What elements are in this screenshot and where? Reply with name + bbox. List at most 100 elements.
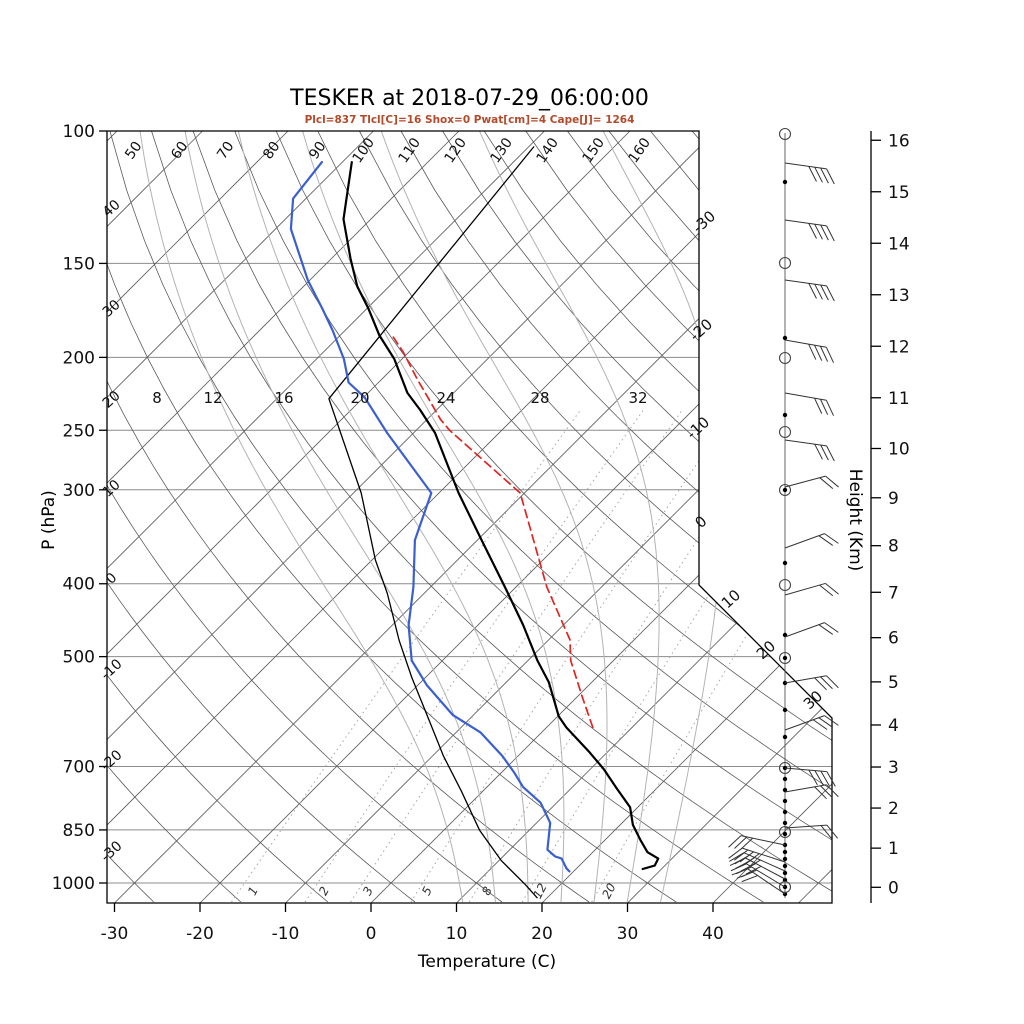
mixing-ratio-label: 12 bbox=[530, 881, 550, 901]
isotherm-label: -10 bbox=[683, 413, 713, 443]
wind-barb-column bbox=[728, 127, 839, 898]
pressure-tick-label: 1000 bbox=[52, 874, 95, 894]
wind-barb bbox=[784, 279, 835, 302]
wind-barb bbox=[784, 582, 839, 597]
dry-adiabat-label: 100 bbox=[350, 135, 378, 166]
isotherm-label: 30 bbox=[800, 687, 826, 713]
grid-line-labels: 50 60 70 80 90 100 110 120 130 140 150 160403020100… bbox=[98, 135, 826, 901]
pressure-tick-label: 400 bbox=[63, 575, 95, 595]
mixing-ratio-label: 20 bbox=[599, 881, 619, 901]
temp-tick-label: 0 bbox=[366, 924, 377, 944]
height-tick-label: 2 bbox=[888, 799, 899, 819]
wind-barb bbox=[784, 622, 839, 638]
wind-barb bbox=[731, 868, 786, 895]
wind-barb bbox=[728, 835, 786, 851]
height-tick-label: 0 bbox=[888, 878, 899, 898]
dry-adiabat-label: 150 bbox=[580, 135, 608, 166]
mixing-ratio-label: 1 bbox=[245, 884, 261, 897]
dry-adiabat-label: 80 bbox=[260, 139, 283, 163]
dry-adiabat-label: 60 bbox=[168, 139, 191, 163]
wind-barb bbox=[784, 392, 834, 416]
dry-adiabat-label: 130 bbox=[488, 135, 516, 166]
dry-adiabat-label: 120 bbox=[442, 135, 470, 166]
moist-adiabat-label: 20 bbox=[350, 389, 369, 407]
wind-barb bbox=[784, 439, 835, 462]
height-tick-label: 6 bbox=[888, 629, 899, 649]
sounding-indices-subtitle: Plcl=837 Tlcl[C]=16 Shox=0 Pwat[cm]=4 Ca… bbox=[304, 114, 635, 126]
pressure-tick-label: 300 bbox=[63, 481, 95, 501]
height-tick-label: 16 bbox=[888, 131, 910, 151]
moist-adiabat-label: 8 bbox=[152, 389, 162, 407]
height-tick-label: 15 bbox=[888, 183, 910, 203]
wind-barb bbox=[784, 767, 836, 787]
isotherm-label: -20 bbox=[686, 315, 716, 345]
mixing-ratio-label: 5 bbox=[419, 884, 435, 897]
dry-adiabat-label: 10 bbox=[100, 477, 124, 501]
height-tick-label: 11 bbox=[888, 389, 910, 409]
dry-adiabat-label: 110 bbox=[396, 135, 424, 166]
height-tick-label: 8 bbox=[888, 537, 899, 557]
dry-adiabat-label: 90 bbox=[306, 139, 329, 163]
wind-barb bbox=[729, 857, 786, 880]
dry-adiabat-label: 20 bbox=[100, 388, 124, 412]
page-title: TESKER at 2018-07-29_06:00:00 bbox=[290, 86, 649, 111]
mixing-ratio-label: 3 bbox=[360, 884, 376, 897]
moist-adiabat-label: 24 bbox=[436, 389, 455, 407]
dry-adiabat-label: 70 bbox=[214, 139, 237, 163]
dry-adiabat-label: 140 bbox=[534, 135, 562, 166]
wind-barb bbox=[784, 533, 839, 549]
dry-adiabat-label: 0 bbox=[103, 570, 120, 588]
wind-barb bbox=[784, 715, 839, 731]
height-tick-label: 4 bbox=[888, 716, 899, 736]
temp-tick-label: -30 bbox=[101, 924, 129, 944]
parcel-curve bbox=[391, 334, 594, 729]
temp-tick-label: 20 bbox=[531, 924, 553, 944]
sounding-curves bbox=[289, 146, 660, 899]
height-axis-label: Height (Km) bbox=[845, 468, 865, 572]
temperature-curve bbox=[342, 161, 660, 871]
wind-barb bbox=[784, 675, 839, 691]
height-tick-label: 3 bbox=[888, 758, 899, 778]
wind-barb bbox=[784, 475, 839, 489]
height-tick-label: 9 bbox=[888, 489, 899, 509]
moist-adiabat-label: 32 bbox=[628, 389, 647, 407]
pressure-tick-label: 500 bbox=[63, 648, 95, 668]
dry-adiabat-label: 40 bbox=[100, 197, 124, 221]
moist-adiabat-label: 16 bbox=[274, 389, 293, 407]
dry-adiabat-label: -30 bbox=[98, 838, 126, 865]
y-axis-label: P (hPa) bbox=[39, 490, 59, 550]
wind-barb bbox=[784, 339, 834, 363]
height-tick-label: 7 bbox=[888, 583, 899, 603]
height-tick-label: 12 bbox=[888, 337, 910, 357]
moist-adiabat-label: 12 bbox=[203, 389, 222, 407]
x-axis-label: Temperature (C) bbox=[417, 952, 557, 972]
pressure-tick-label: 150 bbox=[63, 254, 95, 274]
pressure-tick-label: 700 bbox=[63, 758, 95, 778]
height-tick-label: 13 bbox=[888, 286, 910, 306]
dry-adiabat-label: 30 bbox=[100, 297, 124, 321]
height-tick-label: 14 bbox=[888, 234, 910, 254]
wind-barb bbox=[784, 824, 838, 840]
dry-adiabat-label: -20 bbox=[98, 747, 126, 774]
pressure-tick-label: 200 bbox=[63, 348, 95, 368]
isotherm-label: -30 bbox=[689, 207, 719, 237]
temp-tick-label: 30 bbox=[617, 924, 639, 944]
temp-tick-label: -20 bbox=[186, 924, 214, 944]
height-tick-label: 1 bbox=[888, 839, 899, 859]
wind-barb bbox=[784, 162, 835, 185]
moist-adiabat-label: 28 bbox=[530, 389, 549, 407]
height-tick-label: 5 bbox=[888, 673, 899, 693]
dry-adiabat-label: 160 bbox=[626, 135, 654, 166]
pressure-tick-label: 100 bbox=[63, 122, 95, 142]
aux-thin-black-curve bbox=[328, 146, 538, 899]
dry-adiabat-label: -10 bbox=[98, 656, 126, 683]
pressure-tick-label: 850 bbox=[63, 821, 95, 841]
dewpoint-curve bbox=[289, 161, 571, 873]
isotherm-label: 0 bbox=[691, 512, 710, 532]
wind-barb bbox=[784, 219, 835, 242]
temp-tick-label: -10 bbox=[272, 924, 300, 944]
